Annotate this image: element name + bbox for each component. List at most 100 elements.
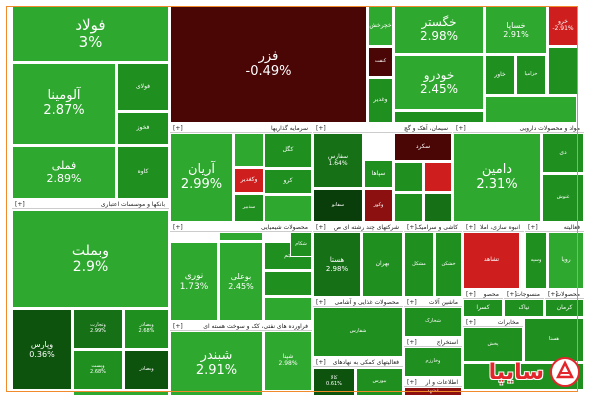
tile-ghanand[interactable]: غنوش [542, 174, 584, 222]
tile-boali[interactable]: بوعلی 2.45% [219, 242, 263, 321]
expand-button[interactable]: [+] [466, 291, 476, 298]
tile-vekharazm[interactable]: وکغدیر [234, 168, 264, 193]
expand-button[interactable]: [+] [316, 299, 326, 306]
tile-vebesader2[interactable]: وبصادر [124, 350, 169, 390]
filler-tile[interactable] [424, 162, 452, 192]
filler-tile[interactable] [394, 162, 423, 192]
tile-alumina[interactable]: آلومینا 2.87% [12, 63, 116, 145]
sec-banks[interactable]: بانکها و موسسات اعتباری [+] [12, 200, 169, 209]
expand-button[interactable]: [+] [173, 224, 183, 231]
tile-kerma[interactable]: کرو [264, 169, 312, 194]
filler-tile[interactable] [264, 297, 312, 321]
tile-vakor[interactable]: وکور [364, 189, 393, 222]
tile-khecharkh[interactable]: خچرخش [368, 6, 393, 46]
tile-hesina[interactable]: هستا 2.98% [313, 232, 361, 297]
sec-electric[interactable]: محصو [+] [463, 290, 503, 299]
sec-multi[interactable]: شرکتهای چند رشته ای ص [+] [313, 223, 403, 232]
tile-kegol[interactable]: کگل [264, 133, 312, 168]
expand-button[interactable]: [+] [548, 291, 558, 298]
tile-kharoo[interactable]: خرو -2.91% [548, 6, 578, 46]
sec-pharma[interactable]: مواد و محصولات دارویی [+] [453, 124, 584, 133]
tile-sefars[interactable]: سفارس 1.64% [313, 133, 363, 188]
sec-refinery[interactable]: فراورده های نفتی، کک و سوخت هسته ای [+] [170, 322, 312, 331]
expand-button[interactable]: [+] [316, 359, 326, 366]
tile-khavar[interactable]: خاور [485, 55, 515, 95]
tile-hesina2[interactable]: هستا [524, 318, 584, 362]
tile-aryan[interactable]: آریان 2.99% [170, 133, 233, 222]
tile-khegostar[interactable]: خگستر 2.98% [394, 6, 484, 54]
filler-tile[interactable] [394, 111, 484, 123]
filler-tile[interactable] [73, 391, 169, 396]
sec-mining[interactable]: استخراج [+] [404, 338, 462, 347]
sec-food[interactable]: محصولات غذایی و آشامی [+] [313, 298, 403, 307]
tile-tashada[interactable]: تشاهد [463, 232, 520, 289]
expand-button[interactable]: [+] [466, 224, 476, 231]
expand-button[interactable]: [+] [316, 224, 326, 231]
tile-beharan[interactable]: بهران [362, 232, 403, 297]
tile-vebemellat[interactable]: وبملت 2.9% [12, 210, 169, 308]
tile-roya[interactable]: رویا [548, 232, 584, 289]
tile-nikad[interactable]: نیاک [504, 299, 544, 317]
expand-button[interactable]: [+] [466, 319, 476, 326]
filler-tile[interactable] [424, 193, 452, 222]
filler-tile[interactable] [264, 195, 312, 222]
tile-zagros[interactable]: شفارس [313, 307, 403, 357]
tile-sefanoor[interactable]: سفانو [313, 189, 363, 222]
filler-tile[interactable] [394, 193, 423, 222]
sec-machinery[interactable]: ماشین آلات [+] [404, 298, 462, 307]
sec-construction[interactable]: انبوه سازی، املا [+] [463, 223, 524, 232]
tile-shebandar[interactable]: شبندر 2.91% [170, 331, 263, 396]
tile-noori[interactable]: نوری 1.73% [170, 242, 218, 321]
tile-khuzes[interactable]: فخوز [117, 112, 169, 145]
expand-button[interactable]: [+] [407, 379, 417, 386]
filler-tile[interactable] [548, 47, 578, 95]
tile-khezamia[interactable]: خزامیا [516, 55, 546, 95]
tile-foolad[interactable]: فولاد 3% [12, 6, 169, 62]
tile-fazar[interactable]: فزر -0.49% [170, 6, 367, 123]
tile-shekam[interactable]: شکام [290, 232, 312, 257]
sec-chemicals[interactable]: محصولات شیمیایی [+] [170, 223, 312, 232]
expand-button[interactable]: [+] [173, 125, 183, 132]
filler-tile[interactable] [219, 232, 263, 241]
tile-vezaber[interactable]: وسپه [525, 232, 547, 289]
tile-pakhsha[interactable]: پخش [463, 327, 523, 362]
sec-other1[interactable]: منسوجات [+] [504, 290, 544, 299]
tile-kermanj[interactable]: کرمان [545, 299, 584, 317]
sec-investments[interactable]: سرمایه گذاریها [+] [170, 124, 312, 133]
tile-sebahan[interactable]: سپاها [364, 160, 393, 188]
tile-kenaft[interactable]: کنفت [368, 47, 393, 77]
tile-vesepeh[interactable]: وپست 2.68% [73, 350, 123, 390]
tile-shekhbar[interactable]: شخارک [404, 307, 462, 337]
tile-shesina[interactable]: شپنا 2.98% [264, 331, 312, 391]
tile-boorsa[interactable]: ببورس [356, 368, 403, 396]
tile-fevali[interactable]: فولای [117, 63, 169, 111]
tile-ghadir[interactable]: وغدیر [368, 78, 393, 123]
tile-khaseng[interactable]: خشکن [435, 232, 462, 297]
tile-moshkel[interactable]: مشکل [404, 232, 434, 297]
tile-digol[interactable]: دی [542, 133, 584, 173]
expand-button[interactable]: [+] [456, 125, 466, 132]
expand-button[interactable]: [+] [15, 201, 25, 208]
expand-button[interactable]: [+] [507, 291, 517, 298]
expand-button[interactable]: [+] [407, 299, 417, 306]
tile-famali[interactable]: فملی 2.89% [12, 146, 116, 199]
tile-kesra[interactable]: کسرا [463, 299, 503, 317]
sec-tiles[interactable]: کاشی و سرامیک [+] [404, 223, 462, 232]
filler-tile[interactable] [234, 133, 264, 167]
expand-button[interactable]: [+] [173, 323, 183, 330]
tile-khodro[interactable]: خودرو 2.45% [394, 55, 484, 110]
sec-cement[interactable]: سیمان، آهک و گچ [+] [313, 124, 452, 133]
tile-vaparsa[interactable]: وپارس 0.36% [12, 309, 72, 390]
expand-button[interactable]: [+] [528, 224, 538, 231]
tile-gheshahd[interactable]: غشهد [404, 387, 462, 396]
tile-noori2[interactable]: سدبیر [234, 194, 264, 222]
filler-tile[interactable] [264, 271, 312, 296]
tile-kaveh[interactable]: کاوه [117, 146, 169, 199]
tile-kela[interactable]: کالا 0.61% [313, 368, 355, 396]
tile-darmin[interactable]: دامین 2.31% [453, 133, 541, 222]
tile-vetejarat[interactable]: وتجارت 2.99% [73, 309, 123, 349]
expand-button[interactable]: [+] [407, 224, 417, 231]
sec-ict[interactable]: اطلاعات و ار [+] [404, 378, 462, 387]
tile-vebesader[interactable]: وبصادر 2.68% [124, 309, 169, 349]
tile-khesapa[interactable]: خساپا 2.91% [485, 6, 547, 54]
